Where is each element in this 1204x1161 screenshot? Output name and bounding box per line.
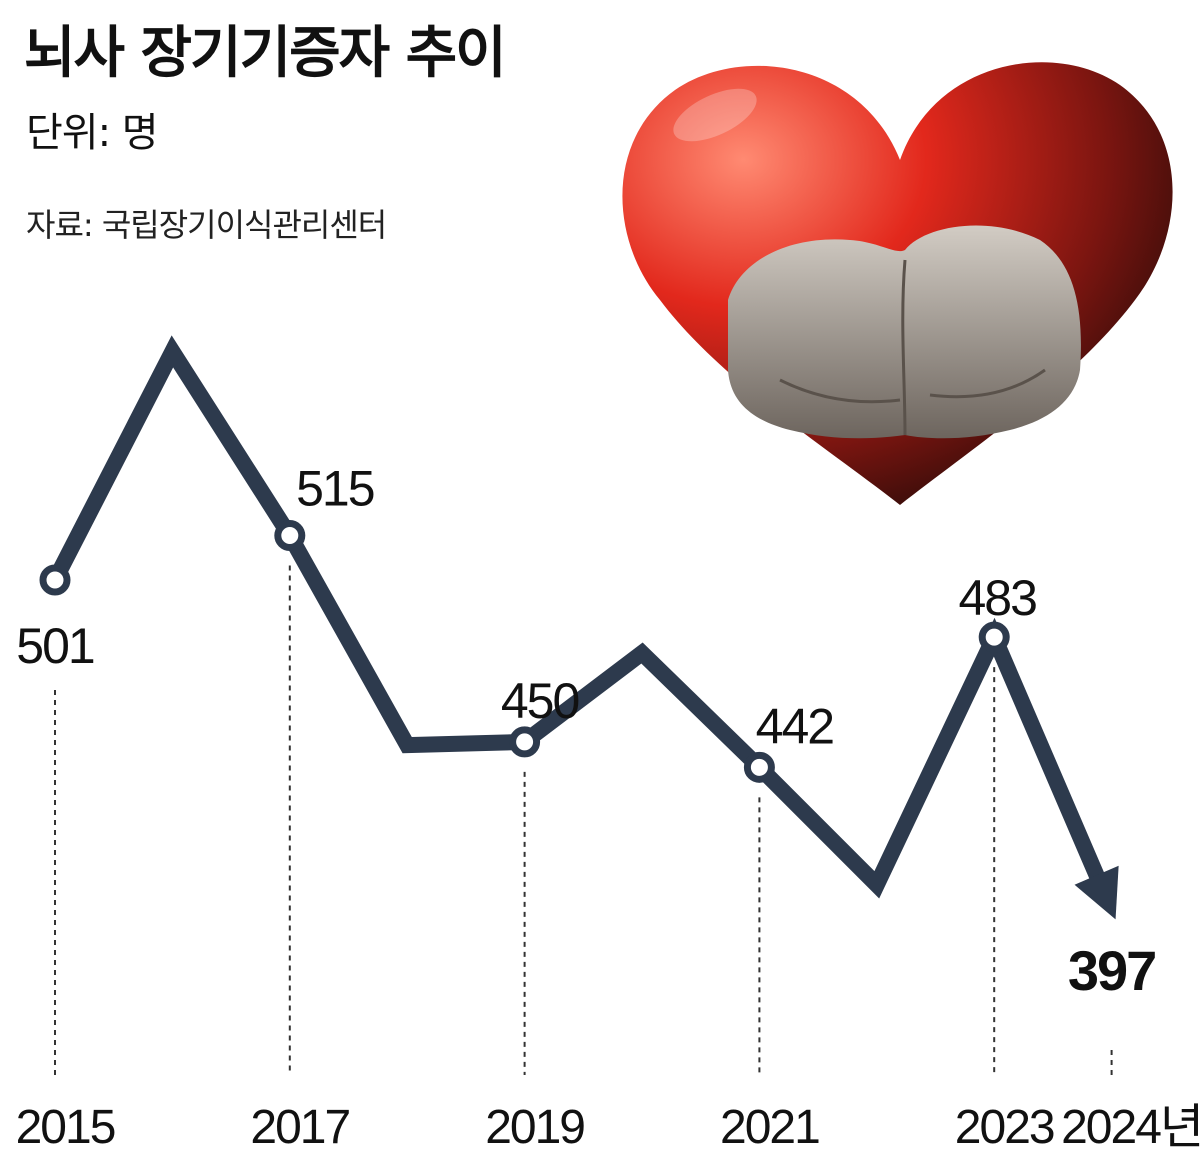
series-line xyxy=(47,335,1108,899)
chart-title: 뇌사 장기기증자 추이 xyxy=(24,21,507,86)
heart-highlight xyxy=(673,88,757,142)
x-tick-label-2021: 2021 xyxy=(720,1101,819,1154)
value-label-2017: 515 xyxy=(296,461,374,517)
value-label-2024: 397 xyxy=(1068,939,1155,1002)
value-label-2021: 442 xyxy=(756,698,834,754)
arrow-head xyxy=(1074,865,1119,920)
value-label-2015: 501 xyxy=(16,618,94,674)
value-label-2019: 450 xyxy=(501,673,579,729)
source-label: 자료: 국립장기이식관리센터 xyxy=(26,206,387,244)
x-tick-label-2019: 2019 xyxy=(485,1101,584,1154)
heart-illustration xyxy=(622,62,1173,505)
point-markers xyxy=(39,520,1010,783)
x-tick-label-2017: 2017 xyxy=(250,1101,349,1154)
point-marker-2023 xyxy=(978,621,1010,653)
value-labels: 501 515 450 442 483 397 xyxy=(16,461,1157,1003)
hands-crease xyxy=(779,259,1046,436)
drop-lines xyxy=(54,565,1113,1075)
x-tick-label-2015: 2015 xyxy=(16,1101,115,1154)
point-marker-2015 xyxy=(39,564,71,596)
unit-label: 단위: 명 xyxy=(26,110,159,156)
x-tick-label-2023: 2023 xyxy=(955,1101,1054,1154)
value-label-2023: 483 xyxy=(958,570,1036,626)
point-marker-2017 xyxy=(274,520,306,552)
point-marker-2021 xyxy=(743,751,775,783)
x-tick-label-2024: 2024년 xyxy=(1061,1101,1202,1154)
x-axis-ticks: 2015 2017 2019 2021 2023 2024년 xyxy=(16,1101,1204,1154)
hands-shape xyxy=(728,225,1081,439)
point-marker-2019 xyxy=(509,726,541,758)
